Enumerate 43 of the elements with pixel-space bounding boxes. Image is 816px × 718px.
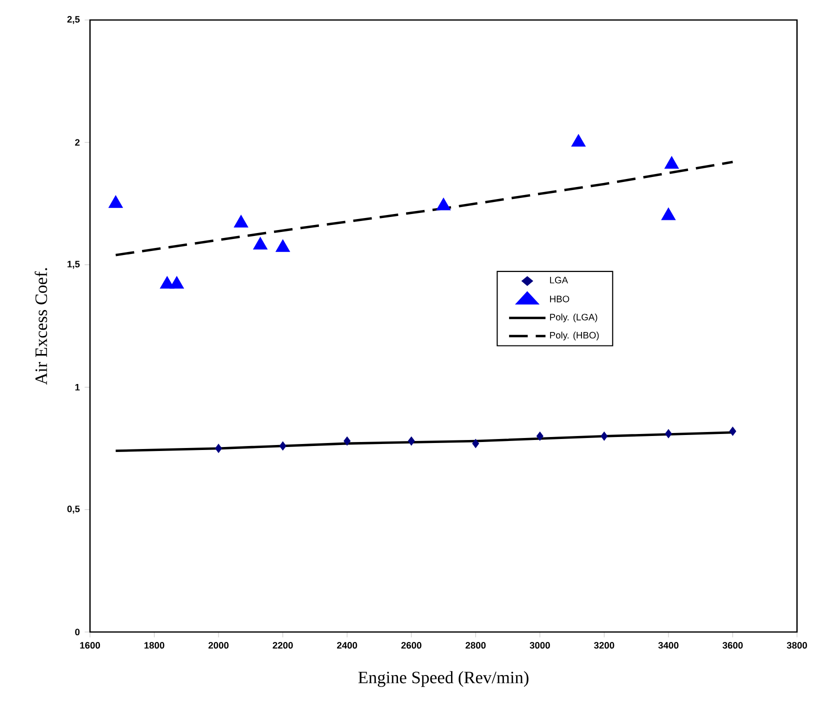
point: [664, 429, 672, 438]
point: [729, 426, 736, 436]
point: [536, 432, 544, 441]
point: [664, 156, 679, 169]
y-tick-label: 2: [75, 139, 80, 146]
point: [600, 432, 608, 441]
point: [215, 444, 222, 453]
x-tick-label: 2200: [272, 642, 293, 649]
legend-label: Poly. (LGA): [550, 314, 598, 322]
point: [661, 208, 676, 220]
y-tick-label: 1,5: [68, 260, 80, 269]
point: [472, 438, 480, 448]
point: [108, 195, 123, 208]
y-tick-label: 2,5: [67, 16, 80, 24]
point: [571, 134, 586, 147]
point: [276, 239, 290, 252]
x-axis-title: Engine Speed (Rev/min): [358, 671, 528, 687]
legend-label: LGA: [550, 276, 568, 284]
x-tick-label: 3800: [786, 642, 808, 649]
point: [253, 236, 268, 250]
x-tick-label: 3000: [530, 642, 550, 649]
x-tick-label: 3600: [722, 642, 743, 649]
x-tick-label: 2800: [466, 642, 486, 649]
x-tick-label: 2600: [401, 642, 422, 649]
point: [436, 198, 451, 210]
x-tick-label: 1600: [80, 642, 100, 649]
line-series: [114, 160, 734, 256]
point: [279, 441, 286, 450]
point: [234, 214, 248, 228]
point: [344, 436, 351, 446]
y-tick-label: 0: [75, 628, 80, 636]
x-tick-label: 2000: [208, 642, 229, 649]
x-tick-label: 3400: [658, 642, 678, 649]
point: [170, 276, 184, 289]
x-tick-label: 3200: [594, 642, 614, 649]
y-tick-label: 1: [75, 384, 80, 390]
y-tick-label: 0,5: [67, 506, 80, 514]
point: [408, 436, 415, 446]
x-tick-label: 2400: [337, 642, 358, 649]
x-tick-label: 1800: [144, 642, 164, 649]
legend-label: HBO: [550, 296, 570, 302]
legend-label: Poly. (HBO): [550, 332, 599, 340]
y-axis-title: Air Excess Coef.: [34, 268, 48, 385]
